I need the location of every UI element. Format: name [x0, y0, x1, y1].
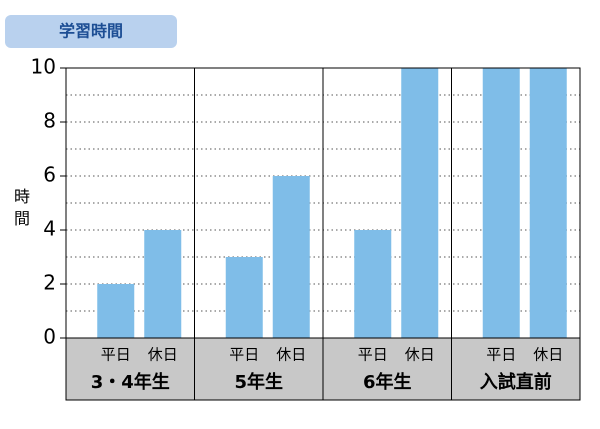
x-tick-label: 入試直前: [480, 371, 552, 393]
bar-label: 平日: [229, 346, 259, 364]
x-tick-label: 6年生: [363, 371, 412, 393]
y-tick-label: 10: [31, 55, 56, 79]
bar: [401, 68, 439, 338]
y-tick-label: 0: [43, 325, 56, 349]
bar-label: 休日: [148, 346, 178, 364]
bar: [482, 68, 520, 338]
bar: [272, 176, 310, 338]
x-tick-label: 5年生: [234, 371, 283, 393]
chart-title: 学習時間: [59, 22, 123, 41]
y-tick-label: 2: [43, 271, 56, 295]
bar: [144, 230, 182, 338]
title-box: [5, 15, 177, 48]
bar: [97, 284, 135, 338]
bar-label: 休日: [405, 346, 435, 364]
bar-label: 平日: [101, 346, 131, 364]
bar-label: 休日: [533, 346, 563, 364]
bar-label: 平日: [358, 346, 388, 364]
y-tick-label: 4: [43, 217, 56, 241]
bar: [354, 230, 392, 338]
y-axis-label: 時間: [14, 187, 30, 228]
x-tick-label: 3・4年生: [91, 371, 170, 393]
y-tick-label: 8: [43, 109, 56, 133]
plot-frame: [65, 67, 581, 401]
bar-label: 平日: [486, 346, 516, 364]
bar-label: 休日: [276, 346, 306, 364]
bar: [529, 68, 567, 338]
bar: [225, 257, 263, 338]
y-tick-label: 6: [43, 163, 56, 187]
